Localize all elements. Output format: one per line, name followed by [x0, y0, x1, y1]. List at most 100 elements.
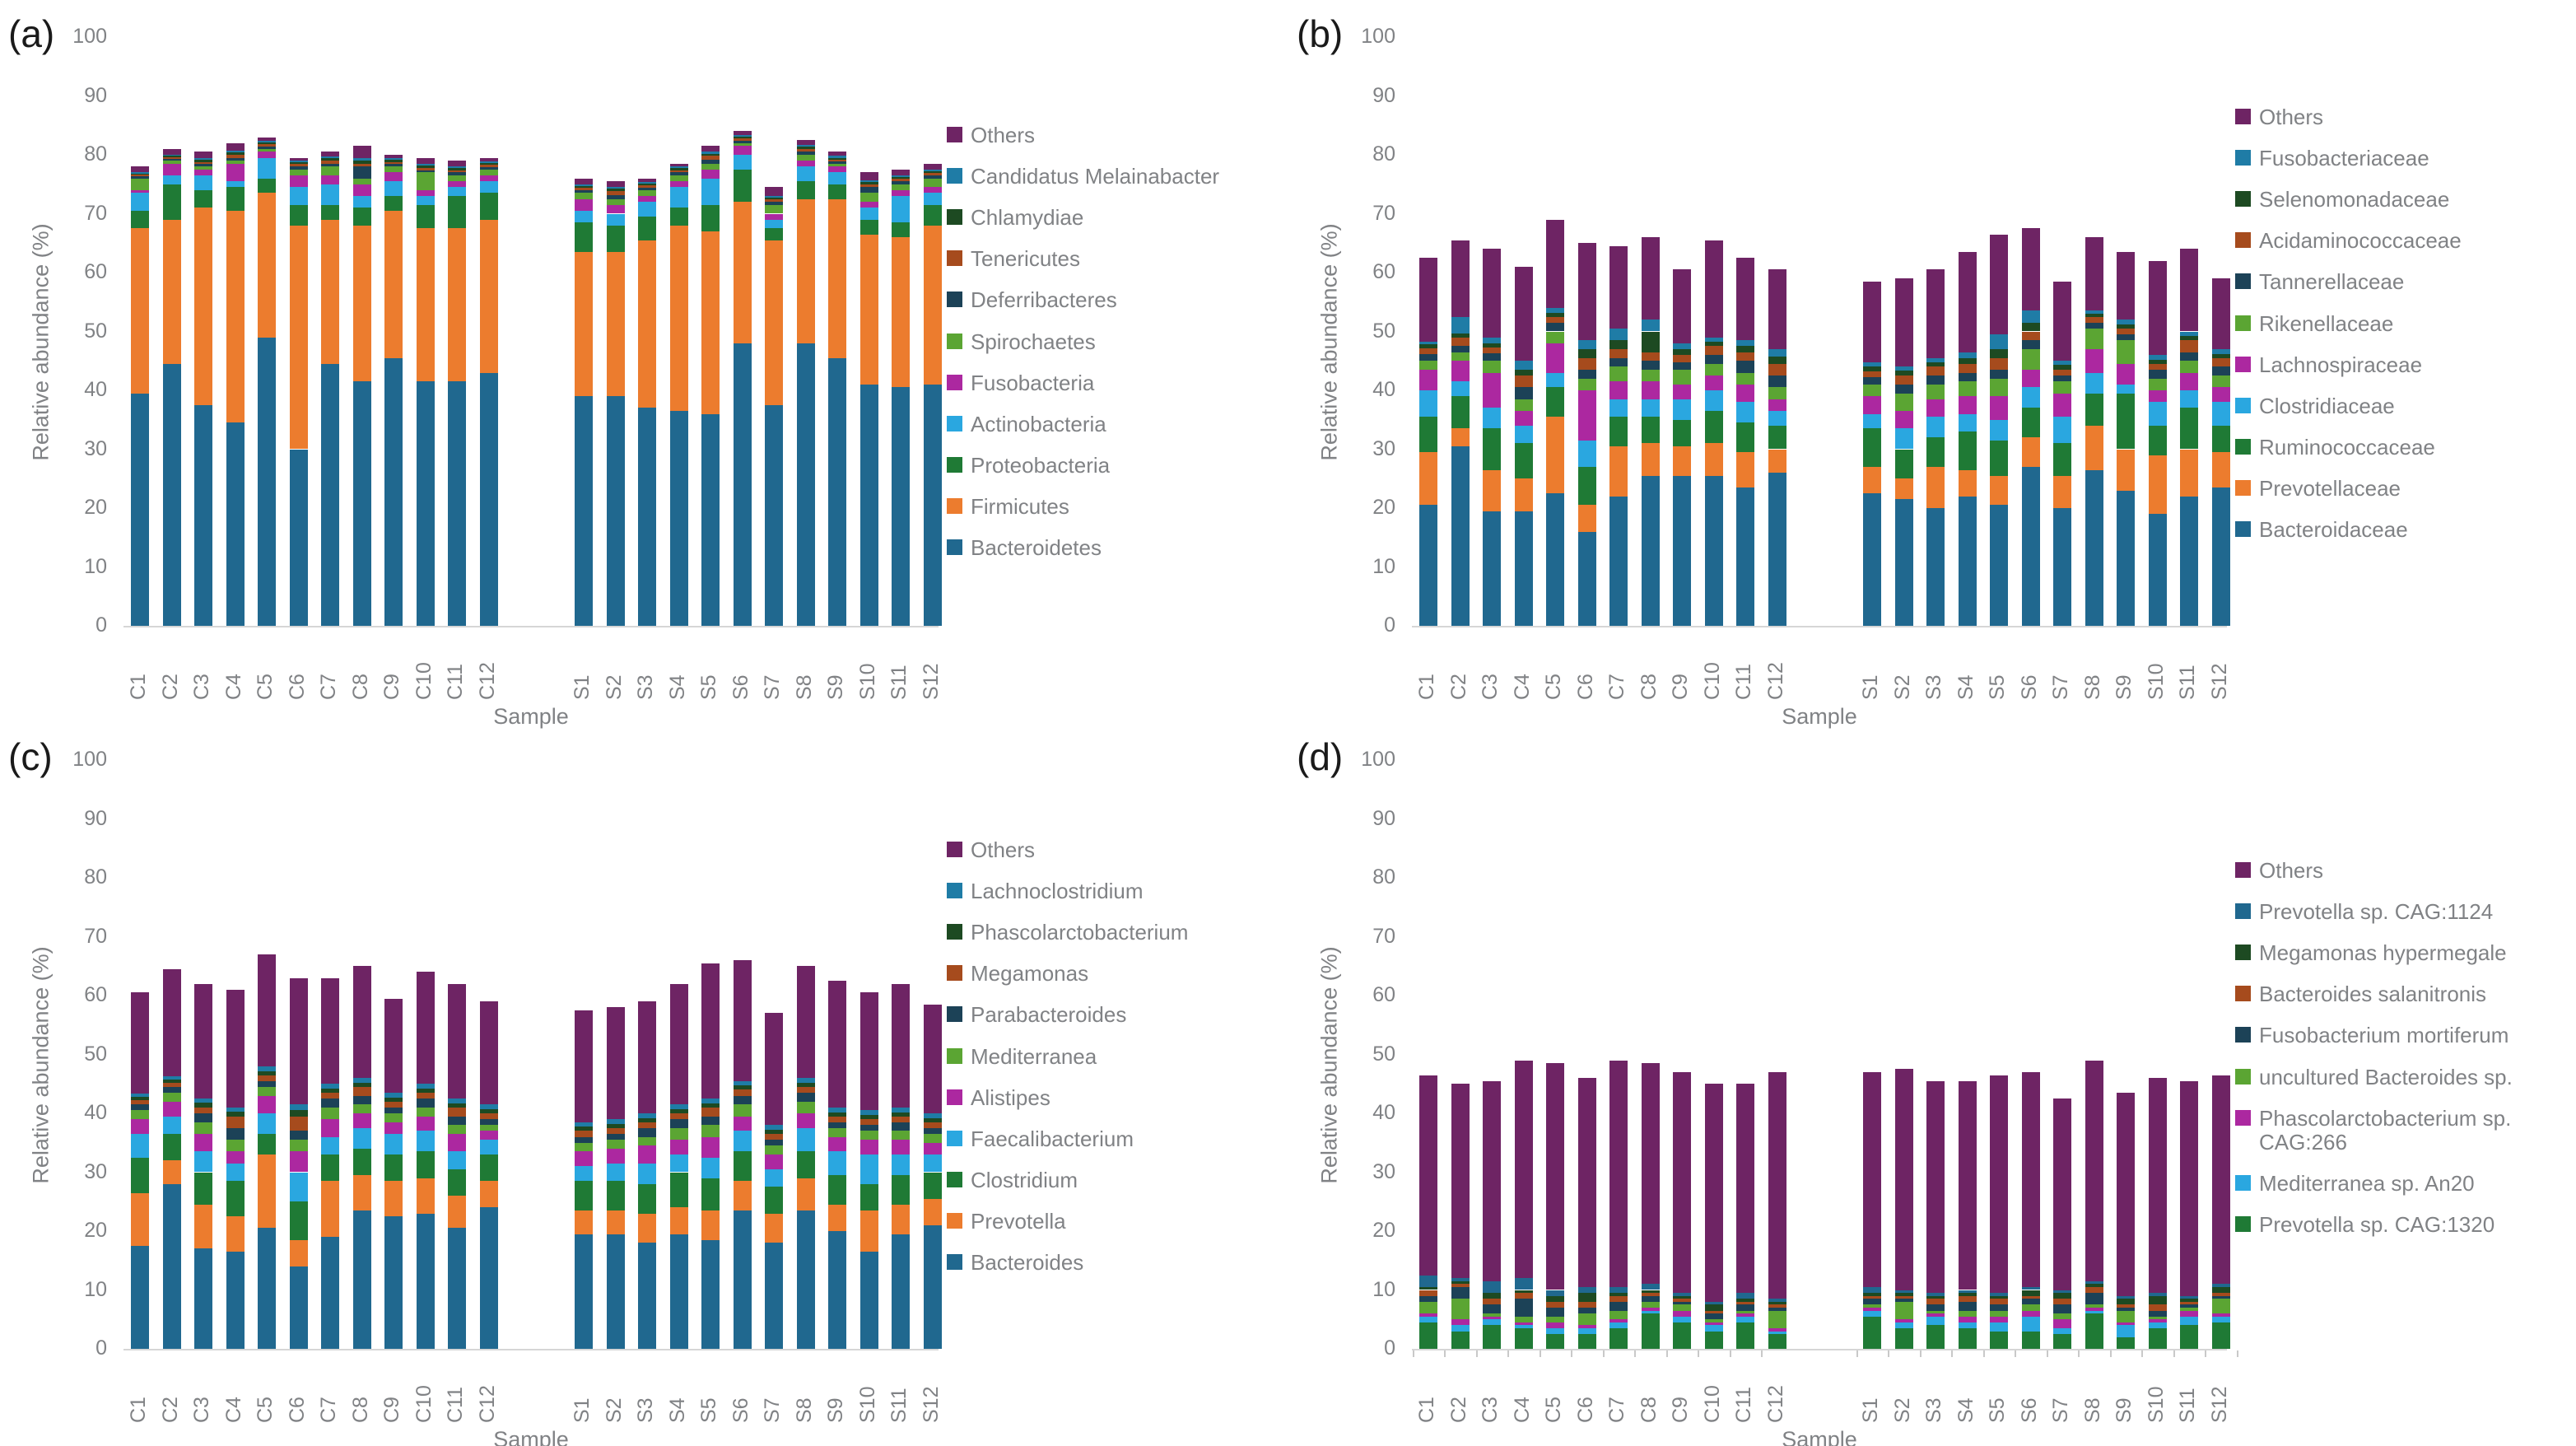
bar-segment-lachnospiraceae	[2148, 390, 2167, 403]
bar-segment-spirochaetes	[892, 184, 910, 190]
bar-segment-megamonas	[352, 1086, 371, 1096]
bar-segment-bacteroidetes	[765, 404, 783, 626]
legend-item: Bacteroidetes	[947, 535, 1284, 560]
bar-segment-candidatus-melainabacter	[701, 152, 720, 154]
bar-segment-bacteroides	[352, 1210, 371, 1349]
x-tick-mark	[2109, 1350, 2112, 1357]
bar-segment-others	[1577, 243, 1596, 341]
bar-segment-proteobacteria	[384, 196, 403, 211]
bar-segment-megamonas	[923, 1122, 942, 1128]
legend-swatch-others	[2235, 862, 2251, 878]
legend-item: Candidatus Melainabacter	[947, 164, 1284, 189]
bar-segment-clostridiaceae	[1990, 419, 2008, 441]
x-category-label: C3	[1479, 674, 1502, 700]
bar-segment-spirochaetes	[859, 193, 878, 203]
legend-swatch-rikenellaceae	[2235, 315, 2251, 331]
bar-segment-megamonas	[226, 1116, 245, 1128]
bar-segment-phascolarctobacterium-sp-cag-266	[1894, 1319, 1913, 1322]
bar-segment-others	[1673, 269, 1691, 343]
bar-segment-bacteroidaceae	[1641, 475, 1660, 626]
bar-segment-phascolarctobacterium-sp-cag-266	[2211, 1313, 2230, 1317]
bar-segment-acidaminococcaceae	[2085, 316, 2103, 323]
x-category-label: C4	[221, 674, 245, 700]
bar-segment-clostridium	[828, 1175, 846, 1205]
legend-label: Lachnospiraceae	[2259, 352, 2423, 377]
bar-segment-bacteroidaceae	[1704, 475, 1723, 626]
bar-segment-rikenellaceae	[1577, 378, 1596, 390]
bar-segment-clostridium	[669, 1172, 688, 1208]
bar-segment-clostridium	[448, 1168, 466, 1196]
legend-label: Faecalibacterium	[971, 1126, 1134, 1151]
bar-segment-prevotella	[416, 1178, 435, 1214]
bar-segment-faecalibacterium	[606, 1163, 625, 1182]
bar-segment-alistipes	[923, 1142, 942, 1155]
bar-segment-prevotella	[923, 1198, 942, 1225]
bar-segment-bacteroidaceae	[1419, 505, 1437, 626]
legend-swatch-prevotella	[947, 1212, 962, 1229]
bar-segment-prevotella-sp-cag-1320	[1419, 1322, 1437, 1349]
bar-segment-uncultured-bacteroides-sp-	[1990, 1310, 2008, 1317]
legend-item: Prevotellaceae	[2235, 476, 2573, 501]
bar-segment-mediterranea	[479, 1125, 498, 1131]
bar-segment-megamonas-hypermegale	[1926, 1295, 1945, 1299]
bar-segment-tenericutes	[416, 167, 435, 170]
bar-segment-bacteroidaceae	[1609, 496, 1628, 626]
bar-segment-others	[765, 187, 783, 197]
bar-segment-faecalibacterium	[669, 1154, 688, 1173]
bar-segment-prevotella	[828, 1204, 846, 1231]
y-tick-label: 30	[84, 436, 107, 460]
bar-segment-prevotella-sp-cag-1320	[2021, 1331, 2040, 1349]
legend-label: Spirochaetes	[971, 329, 1096, 354]
x-category-label: S3	[634, 674, 657, 700]
bar-segment-others	[796, 140, 815, 145]
bar-segment-deferribacteres	[765, 202, 783, 205]
bar-segment-others	[701, 963, 720, 1099]
bar-segment-alistipes	[226, 1151, 245, 1164]
bar-segment-bacteroidaceae	[2053, 508, 2071, 626]
bar-segment-deferribacteres	[131, 176, 149, 179]
bar-segment-prevotella	[638, 1213, 656, 1243]
bar-segment-fusobacteria	[162, 163, 181, 176]
bar-segment-uncultured-bacteroides-sp-	[1926, 1310, 1945, 1314]
bar-segment-prevotella-sp-cag-1124	[2211, 1284, 2230, 1287]
bar-segment-fusobacteria	[923, 187, 942, 194]
legend-swatch-others	[947, 127, 962, 142]
bar-segment-proteobacteria	[131, 210, 149, 229]
bar-segment-prevotella	[352, 1175, 371, 1210]
bar-segment-phascolarctobacterium-sp-cag-266	[1736, 1313, 1754, 1317]
y-tick-label: 100	[1361, 25, 1395, 48]
x-tick-mark	[1698, 1350, 1700, 1357]
legend-label: Megamonas hypermegale	[2259, 940, 2507, 966]
bar-segment-prevotella	[289, 1239, 308, 1266]
bar-segment-bacteroides-salanitronis	[1673, 1299, 1691, 1302]
bar-segment-bacteroidaceae	[1958, 496, 1977, 626]
bar-segment-others	[1894, 1069, 1913, 1290]
bar-segment-bacteroides	[384, 1216, 403, 1349]
legend-label: Bacteroides salanitronis	[2259, 982, 2487, 1007]
bar-segment-faecalibacterium	[733, 1131, 752, 1152]
x-tick-mark	[2078, 1350, 2080, 1357]
bar-segment-prevotella	[194, 1204, 212, 1249]
bar-segment-clostridium	[859, 1183, 878, 1210]
x-tick-mark	[1919, 1350, 1922, 1357]
bar-segment-lachnoclostridium	[892, 1107, 910, 1112]
x-category-label: C7	[1605, 674, 1628, 700]
x-category-label: C8	[1637, 674, 1661, 700]
bar-segment-others	[1736, 258, 1754, 341]
y-tick-label: 50	[1372, 319, 1395, 343]
bar-segment-megamonas	[733, 1089, 752, 1096]
bar-segment-fusobacteriaceae	[1514, 361, 1533, 370]
legend-swatch-tannerellaceae	[2235, 273, 2251, 290]
y-tick-label: 50	[84, 1042, 107, 1066]
bar-segment-others	[1609, 245, 1628, 329]
bar-segment-chlamydiae	[416, 165, 435, 168]
x-category-label: C5	[1542, 674, 1565, 700]
bar-segment-firmicutes	[765, 240, 783, 405]
legend-label: Fusobacteriaceae	[2259, 146, 2429, 171]
bar-segment-firmicutes	[606, 251, 625, 397]
bar-segment-others	[1483, 249, 1501, 338]
bar-segment-others	[2148, 1078, 2167, 1294]
bar-segment-fusobacteriaceae	[2148, 355, 2167, 360]
bar-segment-clostridiaceae	[1768, 411, 1786, 426]
bar-segment-bacteroides-salanitronis	[2180, 1301, 2198, 1305]
